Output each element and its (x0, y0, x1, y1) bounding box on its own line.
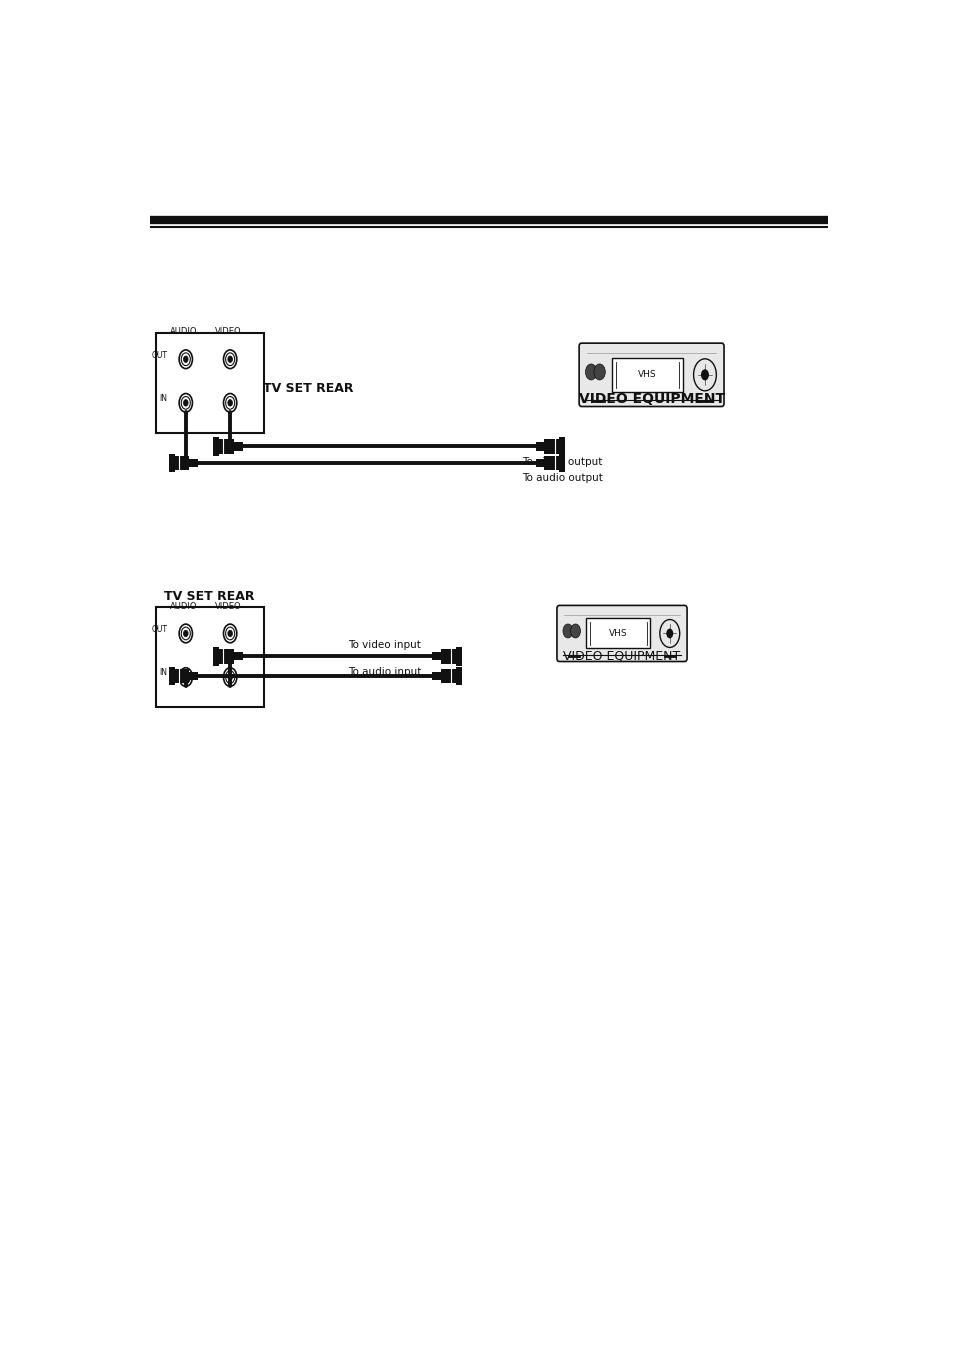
Bar (456, 666, 461, 685)
FancyBboxPatch shape (585, 618, 650, 649)
Bar (233, 442, 242, 451)
Bar (190, 672, 198, 680)
Bar (169, 666, 174, 685)
Text: OUT: OUT (152, 351, 167, 360)
Text: VIDEO: VIDEO (215, 602, 242, 611)
Circle shape (183, 630, 188, 637)
Text: To video input: To video input (348, 639, 421, 650)
Bar (558, 437, 564, 456)
Bar (219, 440, 233, 453)
Circle shape (183, 356, 188, 363)
Circle shape (700, 370, 708, 380)
Text: IN: IN (159, 394, 167, 403)
Circle shape (585, 364, 597, 380)
Text: VHS: VHS (608, 629, 627, 638)
Bar (174, 669, 190, 684)
Circle shape (228, 630, 233, 637)
Bar (456, 648, 461, 665)
Text: OUT: OUT (152, 625, 167, 634)
Text: VIDEO EQUIPMENT: VIDEO EQUIPMENT (578, 393, 724, 406)
Bar (213, 648, 219, 665)
FancyBboxPatch shape (611, 357, 682, 391)
Bar (233, 652, 242, 661)
Circle shape (594, 364, 604, 380)
Text: IN: IN (159, 669, 167, 677)
Bar (535, 459, 544, 467)
Bar (432, 652, 440, 661)
Bar (432, 672, 440, 680)
Bar (544, 440, 558, 453)
Bar (535, 442, 544, 451)
Bar (219, 649, 233, 664)
Circle shape (183, 673, 188, 680)
FancyBboxPatch shape (578, 343, 723, 406)
Bar (190, 459, 198, 467)
Text: To audio output: To audio output (521, 473, 602, 483)
Bar (440, 649, 456, 664)
Text: To audio input: To audio input (348, 668, 421, 677)
Bar (440, 669, 456, 684)
FancyBboxPatch shape (557, 606, 686, 661)
Bar (558, 453, 564, 472)
Circle shape (183, 399, 188, 406)
Circle shape (562, 625, 573, 638)
Circle shape (665, 629, 673, 638)
Text: VIDEO: VIDEO (215, 328, 242, 336)
FancyBboxPatch shape (156, 333, 264, 433)
Bar (169, 453, 174, 472)
Text: TV SET REAR: TV SET REAR (263, 382, 354, 395)
Circle shape (228, 673, 233, 680)
Bar (213, 437, 219, 456)
Text: To video output: To video output (521, 457, 602, 467)
Text: VHS: VHS (638, 371, 656, 379)
Text: VIDEO EQUIPMENT: VIDEO EQUIPMENT (563, 649, 679, 662)
Text: AUDIO: AUDIO (170, 602, 197, 611)
Bar (544, 456, 558, 471)
Circle shape (228, 356, 233, 363)
Circle shape (570, 625, 579, 638)
Circle shape (228, 399, 233, 406)
Bar (174, 456, 190, 471)
Text: TV SET REAR: TV SET REAR (164, 591, 253, 603)
Text: AUDIO: AUDIO (170, 328, 197, 336)
FancyBboxPatch shape (156, 607, 264, 707)
